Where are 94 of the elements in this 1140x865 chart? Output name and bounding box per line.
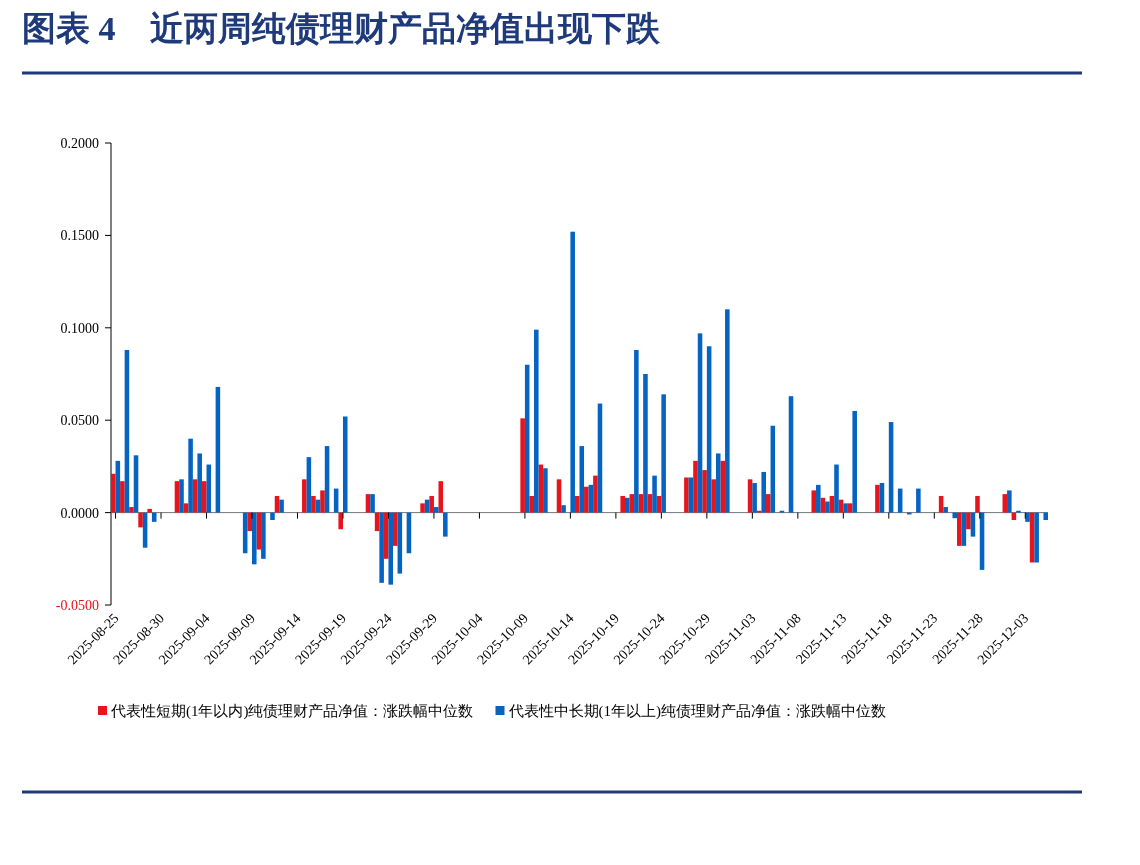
- bar: [725, 309, 730, 513]
- bar: [529, 495, 535, 513]
- bar: [834, 464, 839, 513]
- y-tick-label: 0.0000: [60, 505, 99, 521]
- bar: [147, 508, 152, 513]
- y-tick-label: -0.0500: [55, 598, 99, 613]
- bar: [365, 494, 371, 513]
- bar: [693, 460, 698, 513]
- bar: [342, 416, 348, 513]
- y-tick-label: 0.2000: [60, 136, 99, 151]
- bar: [174, 481, 180, 513]
- bar: [952, 512, 958, 519]
- bar: [247, 512, 252, 532]
- bar: [252, 512, 257, 565]
- bar: [443, 512, 448, 537]
- bar: [188, 438, 193, 513]
- bar: [620, 495, 625, 513]
- bar: [433, 507, 439, 513]
- bar: [711, 479, 716, 513]
- bar: [570, 231, 575, 513]
- bar: [847, 503, 853, 513]
- bar: [420, 503, 425, 513]
- bar: [634, 349, 639, 513]
- bar: [1034, 512, 1039, 563]
- bar: [183, 503, 189, 513]
- bar: [311, 495, 316, 513]
- bar: [338, 512, 343, 530]
- bar: [661, 394, 666, 513]
- bar: [652, 475, 657, 513]
- bar: [574, 495, 580, 513]
- bar: [811, 490, 817, 513]
- y-tick-label: 0.1500: [60, 228, 99, 244]
- bar: [197, 453, 202, 513]
- bar: [1025, 512, 1030, 522]
- bar: [624, 497, 630, 513]
- bar: [138, 512, 143, 528]
- bar: [979, 512, 985, 570]
- y-tick-label: 0.1000: [60, 320, 99, 336]
- legend-label: 代表性中长期(1年以上)纯债理财产品净值：涨跌幅中位数: [507, 703, 886, 720]
- bar: [179, 479, 184, 513]
- bar: [561, 505, 566, 513]
- bar: [684, 477, 689, 513]
- bar: [438, 481, 444, 513]
- bar: [875, 484, 880, 513]
- legend-label: 代表性短期(1年以内)纯债理财产品净值：涨跌幅中位数: [110, 703, 474, 720]
- bar: [302, 479, 307, 513]
- bar: [765, 494, 771, 513]
- bar: [379, 512, 384, 583]
- bar: [715, 453, 721, 513]
- bar: [647, 494, 653, 513]
- bar: [1043, 512, 1048, 520]
- bar: [534, 329, 539, 513]
- bar: [593, 475, 598, 513]
- bar: [120, 481, 125, 513]
- bar: [943, 507, 948, 513]
- bar: [852, 410, 857, 513]
- bar: [129, 507, 134, 513]
- bar: [1002, 494, 1008, 513]
- bar: [111, 473, 116, 513]
- bar: [279, 499, 284, 513]
- bar: [747, 479, 753, 513]
- bar: [520, 418, 525, 513]
- bar: [584, 486, 589, 513]
- chart-title: 图表 4 近两周纯债理财产品净值出现下跌: [22, 10, 661, 47]
- bar: [1007, 490, 1012, 513]
- y-tick-label: 0.0500: [60, 413, 99, 429]
- bar: [843, 503, 848, 513]
- bar: [966, 512, 971, 530]
- bar: [825, 501, 830, 513]
- bar: [761, 471, 766, 513]
- bar: [820, 497, 826, 513]
- bar: [975, 495, 980, 513]
- bar: [688, 477, 694, 513]
- bar: [752, 483, 757, 513]
- bar: [370, 494, 375, 513]
- bar: [393, 512, 398, 546]
- bar: [957, 512, 962, 546]
- bar: [816, 484, 821, 513]
- bar: [879, 483, 885, 513]
- bar: [320, 490, 325, 513]
- bar: [702, 470, 707, 513]
- bar: [543, 468, 548, 513]
- bar: [629, 494, 635, 513]
- bar: [556, 479, 562, 513]
- bar: [388, 512, 394, 585]
- bar: [429, 495, 434, 513]
- bar: [638, 494, 644, 513]
- bar: [383, 512, 389, 559]
- bar: [261, 512, 266, 559]
- bar: [201, 481, 207, 513]
- bar: [916, 488, 921, 513]
- bar: [643, 374, 648, 513]
- bar: [270, 512, 275, 520]
- bar: [192, 479, 198, 513]
